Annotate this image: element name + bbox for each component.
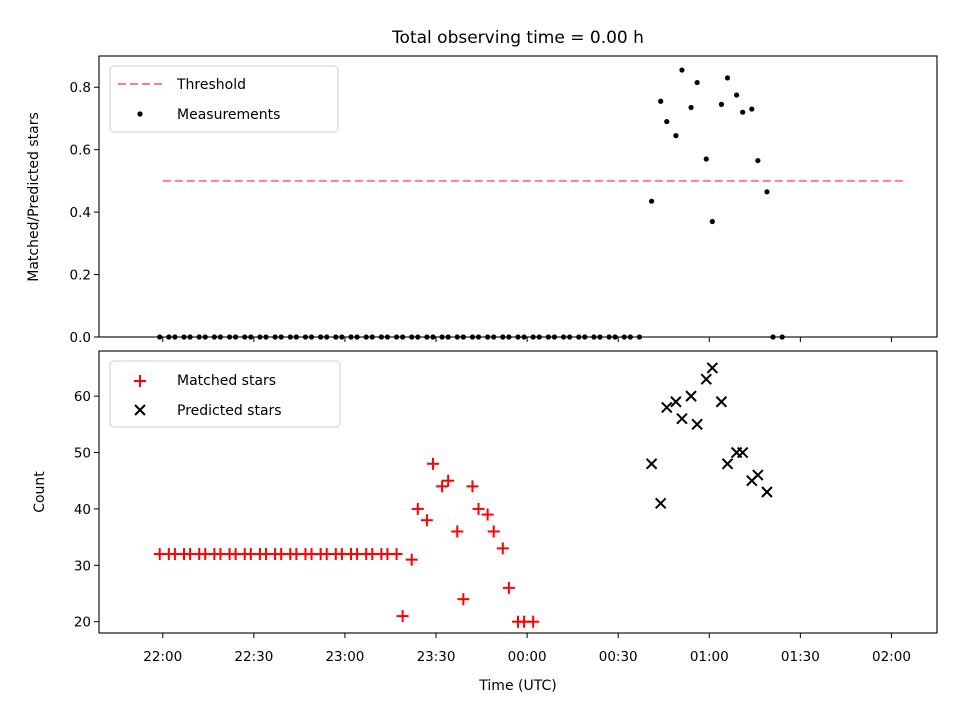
matched-stars-point (426, 457, 439, 470)
matched-stars-point (496, 542, 509, 555)
predicted-stars-point (715, 396, 728, 408)
count-y-axis-label: Count (32, 471, 48, 513)
measurement-point (740, 109, 746, 115)
predicted-stars-point (654, 497, 667, 509)
matched-stars-point (442, 474, 455, 487)
predicted-stars-point (691, 418, 703, 431)
x-tick-label: 00:30 (599, 649, 638, 665)
y-tick-label: 30 (74, 558, 91, 574)
ratio-y-axis-label: Matched/Predicted stars (26, 112, 42, 282)
predicted-stars-point (721, 458, 734, 470)
measurement-point (673, 133, 679, 139)
matched-legend-label: Matched stars (177, 373, 276, 389)
matched-stars-point (466, 480, 479, 493)
count-y-axis: 20 30 40 50 60 (74, 389, 99, 631)
count-plot-frame (98, 350, 938, 634)
matched-stars-point (457, 593, 470, 606)
x-tick-label: 22:00 (143, 649, 182, 665)
measurement-point (694, 79, 700, 86)
predicted-stars-point (761, 486, 773, 498)
predicted-stars-point (645, 458, 658, 470)
predicted-stars-point (685, 390, 697, 402)
predicted-stars-point (736, 446, 749, 459)
matched-stars-point (405, 553, 418, 566)
matched-stars-point (527, 615, 540, 628)
count-panel: 20 30 40 50 60 22:00 22:30 23:00 23:30 00:00 00:3… (32, 350, 938, 694)
measurement-point (679, 67, 685, 73)
measurement-point (734, 92, 740, 98)
predicted-stars-point (700, 373, 712, 385)
y-tick-label: 60 (74, 389, 91, 405)
matched-stars-point (472, 502, 485, 515)
ratio-plot-frame (98, 55, 938, 338)
y-tick-label: 20 (74, 615, 91, 631)
measurement-point (749, 106, 755, 112)
matched-stars-point (502, 581, 515, 594)
x-tick-label: 02:00 (872, 649, 911, 665)
x-tick-label: 00:00 (508, 649, 547, 665)
ratio-y-axis: 0.0 0.2 0.4 0.6 0.8 (70, 80, 99, 346)
matched-stars-point (436, 480, 449, 493)
y-tick-label: 40 (74, 502, 91, 518)
y-tick-label: 0.0 (70, 330, 91, 346)
predicted-stars-point (661, 401, 673, 414)
count-legend-box (109, 360, 341, 428)
count-marks (153, 362, 773, 628)
measurement-point (718, 101, 725, 107)
ratio-panel: 0.00.20.40.60.8 Matched/Predicted stars … (26, 55, 938, 346)
threshold-legend-label: Threshold (176, 77, 246, 93)
x-tick-label: 01:00 (690, 649, 729, 665)
ratio-legend-box (109, 65, 339, 133)
x-tick-label: 01:30 (781, 649, 820, 665)
matched-stars-point (390, 548, 403, 561)
predicted-legend-label: Predicted stars (177, 403, 282, 419)
x-axis-label: Time (UTC) (478, 678, 556, 694)
predicted-stars-point (676, 412, 688, 425)
matched-stars-point (481, 508, 494, 521)
x-tick-label: 22:30 (234, 649, 273, 665)
predicted-legend-swatch (134, 404, 146, 416)
measurement-point (664, 118, 670, 125)
measurement-point (709, 218, 715, 225)
measurement-point (724, 75, 731, 81)
predicted-stars-point (752, 469, 764, 481)
matched-stars-point (411, 502, 424, 515)
measurement-point (658, 98, 664, 104)
measurement-point (703, 156, 709, 162)
measurement-point (648, 198, 655, 204)
measurement-point (764, 189, 770, 195)
matched-legend-swatch (134, 375, 146, 387)
x-tick-label: 23:30 (417, 649, 456, 665)
y-tick-label: 50 (74, 446, 91, 462)
measurement-point (688, 104, 694, 111)
matched-stars-point (420, 514, 433, 527)
measurement-point (755, 157, 761, 164)
count-x-axis: 22:00 22:30 23:00 23:30 00:00 00:30 01:00 01:30… (143, 633, 911, 665)
y-tick-label: 0.8 (70, 80, 91, 96)
predicted-stars-point (706, 362, 719, 374)
ratio-x-ticks (162, 337, 892, 342)
y-tick-label: 0.4 (70, 205, 91, 221)
y-tick-label: 0.2 (70, 268, 91, 284)
ratio-legend: Threshold Measurements (109, 65, 339, 133)
chart-title: Total observing time = 0.00 h (391, 28, 644, 48)
matched-stars-point (451, 525, 464, 538)
measurements-legend-swatch (137, 111, 143, 117)
predicted-stars-point (670, 396, 682, 408)
measurements-legend-label: Measurements (177, 107, 280, 123)
y-tick-label: 0.6 (70, 143, 91, 159)
matched-stars-point (487, 525, 500, 538)
matched-stars-point (396, 610, 409, 623)
x-tick-label: 23:00 (325, 649, 364, 665)
count-legend: Matched stars Predicted stars (109, 360, 341, 428)
